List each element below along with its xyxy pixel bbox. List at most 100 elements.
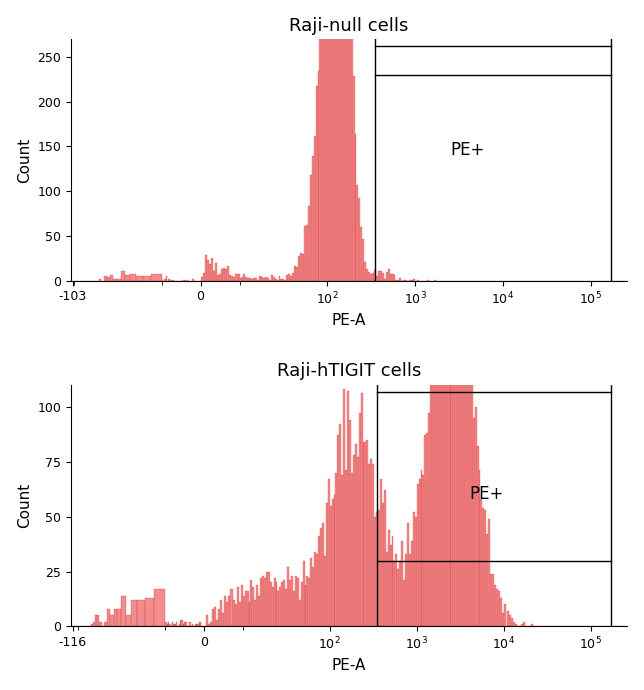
Title: Raji-hTIGIT cells: Raji-hTIGIT cells [277,362,421,380]
Bar [169,624,171,627]
Bar [231,589,232,627]
Bar [269,280,270,281]
Bar [131,600,137,627]
Bar [136,276,143,281]
Bar [110,615,113,627]
Bar [308,578,310,627]
Bar [210,622,212,627]
Bar [405,280,407,281]
Bar [434,360,436,627]
Bar [305,584,307,627]
Bar [325,0,327,281]
Bar [261,277,263,281]
Bar [99,279,101,281]
Bar [137,600,145,627]
Bar [357,185,359,281]
Bar [222,613,224,627]
Bar [395,554,397,627]
Bar [317,71,319,281]
Bar [502,613,504,627]
Bar [350,26,352,281]
Bar [262,576,264,627]
Bar [332,499,334,627]
Bar [337,0,339,281]
Bar [355,444,357,627]
Bar [227,602,229,627]
Bar [409,554,411,627]
Bar [257,280,259,281]
Bar [359,199,361,281]
Bar [294,266,296,281]
Bar [438,286,440,627]
Bar [95,615,97,627]
Bar [227,266,229,281]
Bar [352,76,355,281]
Bar [243,595,245,627]
Bar [276,280,279,281]
Bar [247,278,249,281]
Bar [392,536,393,627]
Bar [239,602,241,627]
Bar [212,609,214,627]
Bar [172,622,173,627]
Bar [392,275,393,281]
Bar [185,622,187,627]
Bar [316,86,317,281]
Bar [258,595,260,627]
Bar [393,275,395,281]
Bar [213,271,215,281]
Bar [233,277,236,281]
Bar [327,0,329,281]
Bar [193,279,194,281]
Bar [515,624,517,627]
Bar [388,269,390,281]
Bar [459,295,461,627]
Bar [507,611,509,627]
Bar [264,578,266,627]
Bar [314,552,316,627]
Bar [339,0,341,281]
Bar [285,280,287,281]
Bar [345,471,347,627]
Bar [370,275,372,281]
Bar [214,607,216,627]
Bar [97,615,99,627]
Bar [308,206,310,281]
Bar [415,517,417,627]
Bar [399,278,401,281]
Bar [480,499,482,627]
Bar [283,279,285,281]
Bar [463,209,465,627]
Bar [343,0,345,281]
Bar [341,475,343,627]
Bar [378,510,380,627]
Bar [353,455,355,627]
Bar [298,256,300,281]
Bar [521,624,523,627]
Bar [395,280,397,281]
Bar [290,276,292,281]
Bar [113,609,117,627]
Bar [229,275,231,281]
Bar [270,582,272,627]
Bar [194,624,196,627]
Bar [208,624,210,627]
Bar [397,280,399,281]
Bar [117,609,122,627]
Bar [330,506,332,627]
Bar [357,457,359,627]
Title: Raji-null cells: Raji-null cells [289,17,409,34]
Bar [143,276,151,281]
Bar [272,587,274,627]
Bar [320,528,322,627]
Bar [173,280,174,281]
Bar [341,0,343,281]
Bar [321,0,323,281]
Bar [240,278,242,281]
Bar [511,618,513,627]
Bar [312,567,314,627]
Bar [260,578,262,627]
Y-axis label: Count: Count [17,137,32,183]
Bar [310,175,312,281]
Bar [494,584,496,627]
